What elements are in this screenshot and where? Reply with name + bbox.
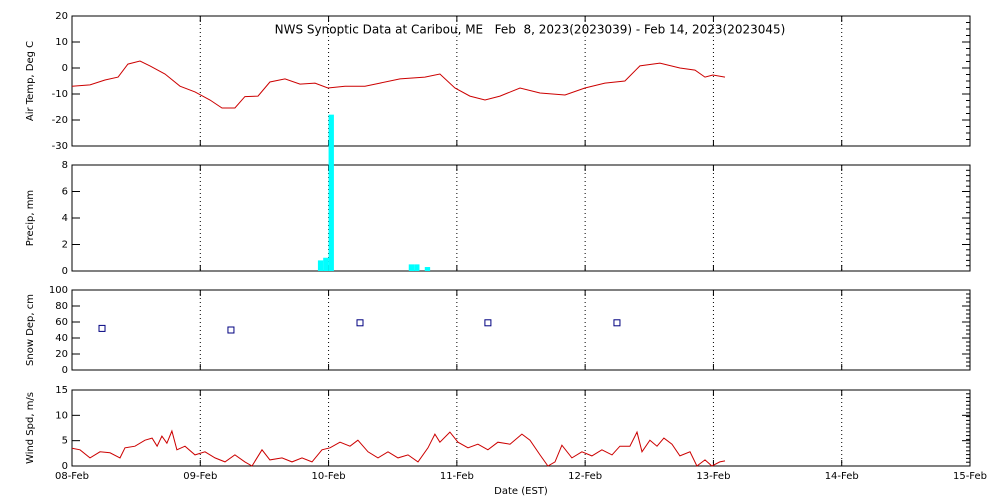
y-tick-label: 10 <box>55 410 68 421</box>
x-tick-label: 09-Feb <box>183 471 217 482</box>
y-tick-label: 10 <box>55 37 68 48</box>
y-tick-label: -20 <box>52 115 68 126</box>
line-series <box>71 60 726 109</box>
bar <box>408 264 415 271</box>
bar <box>414 264 420 271</box>
y-axis-label: Snow Dep, cm <box>25 294 36 366</box>
bar <box>323 257 329 271</box>
point <box>356 319 364 327</box>
y-axis-label: Precip, mm <box>25 190 36 246</box>
y-tick-label: -30 <box>52 141 68 152</box>
y-axis-label: Wind Spd, m/s <box>25 392 36 464</box>
bar <box>424 267 431 271</box>
point <box>227 326 235 334</box>
line-series <box>71 429 726 467</box>
y-tick-label: -10 <box>52 89 68 100</box>
x-tick-label: 15-Feb <box>953 471 987 482</box>
x-tick-label: 12-Feb <box>568 471 602 482</box>
y-tick-label: 0 <box>62 63 68 74</box>
y-tick-label: 8 <box>62 160 68 171</box>
x-tick-label: 13-Feb <box>696 471 730 482</box>
y-tick-label: 15 <box>55 385 68 396</box>
point <box>613 319 621 327</box>
bar <box>328 114 334 272</box>
x-tick-label: 10-Feb <box>312 471 346 482</box>
y-tick-label: 60 <box>55 317 68 328</box>
point <box>98 324 106 332</box>
y-tick-label: 2 <box>62 240 68 251</box>
y-tick-label: 0 <box>62 461 68 472</box>
y-tick-label: 5 <box>62 436 68 447</box>
y-tick-label: 20 <box>55 349 68 360</box>
y-tick-label: 100 <box>49 285 68 296</box>
plot-frame <box>71 289 971 371</box>
y-tick-label: 4 <box>62 213 68 224</box>
x-tick-label: 14-Feb <box>825 471 859 482</box>
chart-title: NWS Synoptic Data at Caribou, ME Feb 8, … <box>275 23 786 37</box>
x-axis-label: Date (EST) <box>494 486 548 497</box>
y-tick-label: 6 <box>62 187 68 198</box>
y-axis-label: Air Temp, Deg C <box>25 41 36 121</box>
plot-frame <box>71 389 971 467</box>
y-tick-label: 40 <box>55 333 68 344</box>
y-tick-label: 0 <box>62 266 68 277</box>
y-tick-label: 80 <box>55 301 68 312</box>
y-tick-label: 20 <box>55 11 68 22</box>
plot-frame <box>71 164 971 272</box>
y-tick-label: 0 <box>62 365 68 376</box>
bar <box>317 260 324 271</box>
point <box>484 319 492 327</box>
x-tick-label: 08-Feb <box>55 471 89 482</box>
x-tick-label: 11-Feb <box>440 471 474 482</box>
